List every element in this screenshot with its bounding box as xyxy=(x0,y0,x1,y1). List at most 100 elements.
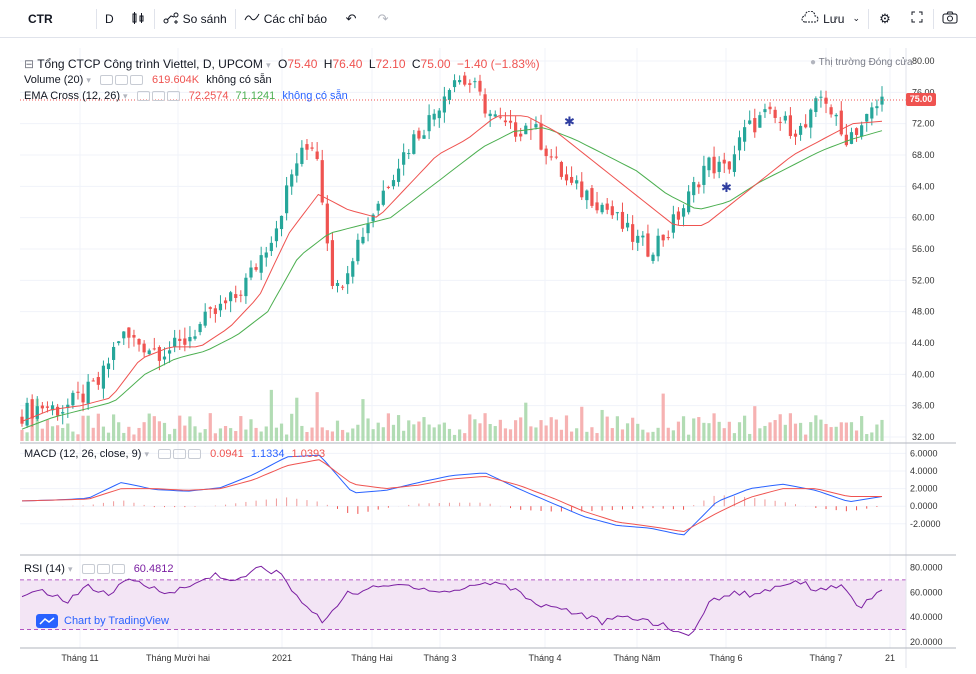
toolbar-divider xyxy=(96,8,97,29)
volume-bar xyxy=(844,422,848,441)
macd-axis: 6.0000 4.0000 2.0000 0.0000 -2.0000 xyxy=(910,448,941,528)
compare-button[interactable]: So sánh xyxy=(155,0,235,38)
candle-body xyxy=(692,182,696,196)
candle-body xyxy=(539,123,543,150)
eye-icon[interactable] xyxy=(81,564,95,575)
gear-icon[interactable] xyxy=(96,564,110,575)
volume-bar xyxy=(81,415,85,441)
close-icon[interactable] xyxy=(188,449,202,460)
settings-button[interactable]: ⚙ xyxy=(869,0,901,38)
volume-bar xyxy=(788,413,793,441)
volume-bar xyxy=(376,422,380,441)
candle-body xyxy=(442,96,446,113)
volume-bar xyxy=(351,428,355,441)
candle-body xyxy=(819,96,823,98)
gear-icon[interactable] xyxy=(151,91,165,102)
volume-bar xyxy=(758,428,762,441)
macd-tick-label: 6.0000 xyxy=(910,448,938,458)
fullscreen-button[interactable] xyxy=(901,0,933,38)
volume-bar xyxy=(66,423,70,441)
candle-body xyxy=(203,311,207,326)
chevron-down-icon[interactable]: ▾ xyxy=(68,564,73,574)
volume-bar xyxy=(76,434,80,441)
chart-type-button[interactable] xyxy=(122,0,154,38)
volume-bar xyxy=(707,423,711,441)
time-tick-label: Tháng 3 xyxy=(423,653,456,663)
gear-icon[interactable] xyxy=(173,449,187,460)
macd-hist-value: 0.0941 xyxy=(210,448,244,460)
tradingview-watermark[interactable]: Chart by TradingView xyxy=(36,614,169,628)
chevron-down-icon[interactable]: ▾ xyxy=(266,60,271,70)
candle-body xyxy=(127,327,131,338)
redo-button[interactable]: ↷ xyxy=(367,0,399,38)
ema-legend-label[interactable]: EMA Cross (12, 26) xyxy=(24,90,120,102)
candle-body xyxy=(91,380,95,382)
volume-bar xyxy=(468,414,472,441)
volume-bar xyxy=(315,392,319,441)
save-button[interactable]: Lưu ⌄ xyxy=(793,0,868,38)
candle-body xyxy=(814,98,818,113)
volume-legend-label[interactable]: Volume (20) xyxy=(24,74,84,86)
close-icon[interactable] xyxy=(166,91,180,102)
volume-bar xyxy=(620,429,625,441)
ohlc-o-value: 75.40 xyxy=(287,57,318,71)
candle-body xyxy=(875,106,879,109)
ema-slow-line xyxy=(21,127,883,430)
undo-button[interactable]: ↶ xyxy=(335,0,367,38)
volume-bar xyxy=(488,424,492,441)
volume-bar xyxy=(386,413,390,441)
chevron-down-icon[interactable]: ▾ xyxy=(144,449,149,459)
ema-fast-line xyxy=(21,115,883,422)
volume-bar xyxy=(432,427,436,441)
volume-bar xyxy=(244,429,248,441)
symbol-search[interactable]: CTR xyxy=(28,11,53,26)
cross-marker: ✱ xyxy=(721,181,732,196)
collapse-icon[interactable]: ⊟ xyxy=(24,57,35,71)
volume-bar xyxy=(254,427,258,441)
volume-bar xyxy=(152,416,156,441)
eye-icon[interactable] xyxy=(99,75,113,86)
candle-body xyxy=(870,107,874,119)
gear-icon[interactable] xyxy=(114,75,128,86)
volume-bar xyxy=(25,432,29,441)
interval-button[interactable]: D xyxy=(105,11,114,26)
macd-value: 1.1334 xyxy=(250,448,285,460)
volume-bar xyxy=(101,426,106,441)
eye-icon[interactable] xyxy=(158,449,172,460)
macd-legend-label[interactable]: MACD (12, 26, close, 9) xyxy=(24,448,142,460)
screenshot-button[interactable] xyxy=(934,0,976,38)
close-icon[interactable] xyxy=(129,75,143,86)
candle-body xyxy=(834,114,838,117)
candle-body xyxy=(86,381,90,404)
candle-body xyxy=(147,350,151,355)
volume-bar xyxy=(651,431,655,441)
series-title[interactable]: Tổng CTCP Công trình Viettel, D, UPCOM xyxy=(37,57,263,71)
rsi-line xyxy=(21,565,883,637)
chevron-down-icon[interactable]: ▾ xyxy=(123,91,128,101)
volume-bar xyxy=(173,428,177,441)
volume-bar xyxy=(753,406,757,441)
candle-body xyxy=(279,215,284,230)
volume-bar xyxy=(330,431,335,441)
volume-bar xyxy=(493,426,497,441)
indicators-button[interactable]: Các chỉ báo xyxy=(236,0,335,38)
candle-body xyxy=(264,252,268,258)
volume-bar xyxy=(198,432,202,441)
watermark-label: Chart by TradingView xyxy=(64,615,169,627)
volume-bar xyxy=(615,416,619,441)
close-icon[interactable] xyxy=(111,564,125,575)
candle-body xyxy=(641,235,645,238)
volume-bar xyxy=(676,421,681,441)
chevron-down-icon[interactable]: ▾ xyxy=(86,75,91,85)
candle-body xyxy=(30,399,34,419)
candle-body xyxy=(636,235,640,243)
volume-bar xyxy=(748,433,752,441)
volume-bar xyxy=(229,428,233,441)
volume-bar xyxy=(422,417,426,441)
ohlc-c-label: C xyxy=(411,57,421,71)
rsi-legend-label[interactable]: RSI (14) xyxy=(24,563,65,575)
eye-icon[interactable] xyxy=(136,91,150,102)
candle-body xyxy=(218,303,223,311)
candle-body xyxy=(671,214,675,233)
